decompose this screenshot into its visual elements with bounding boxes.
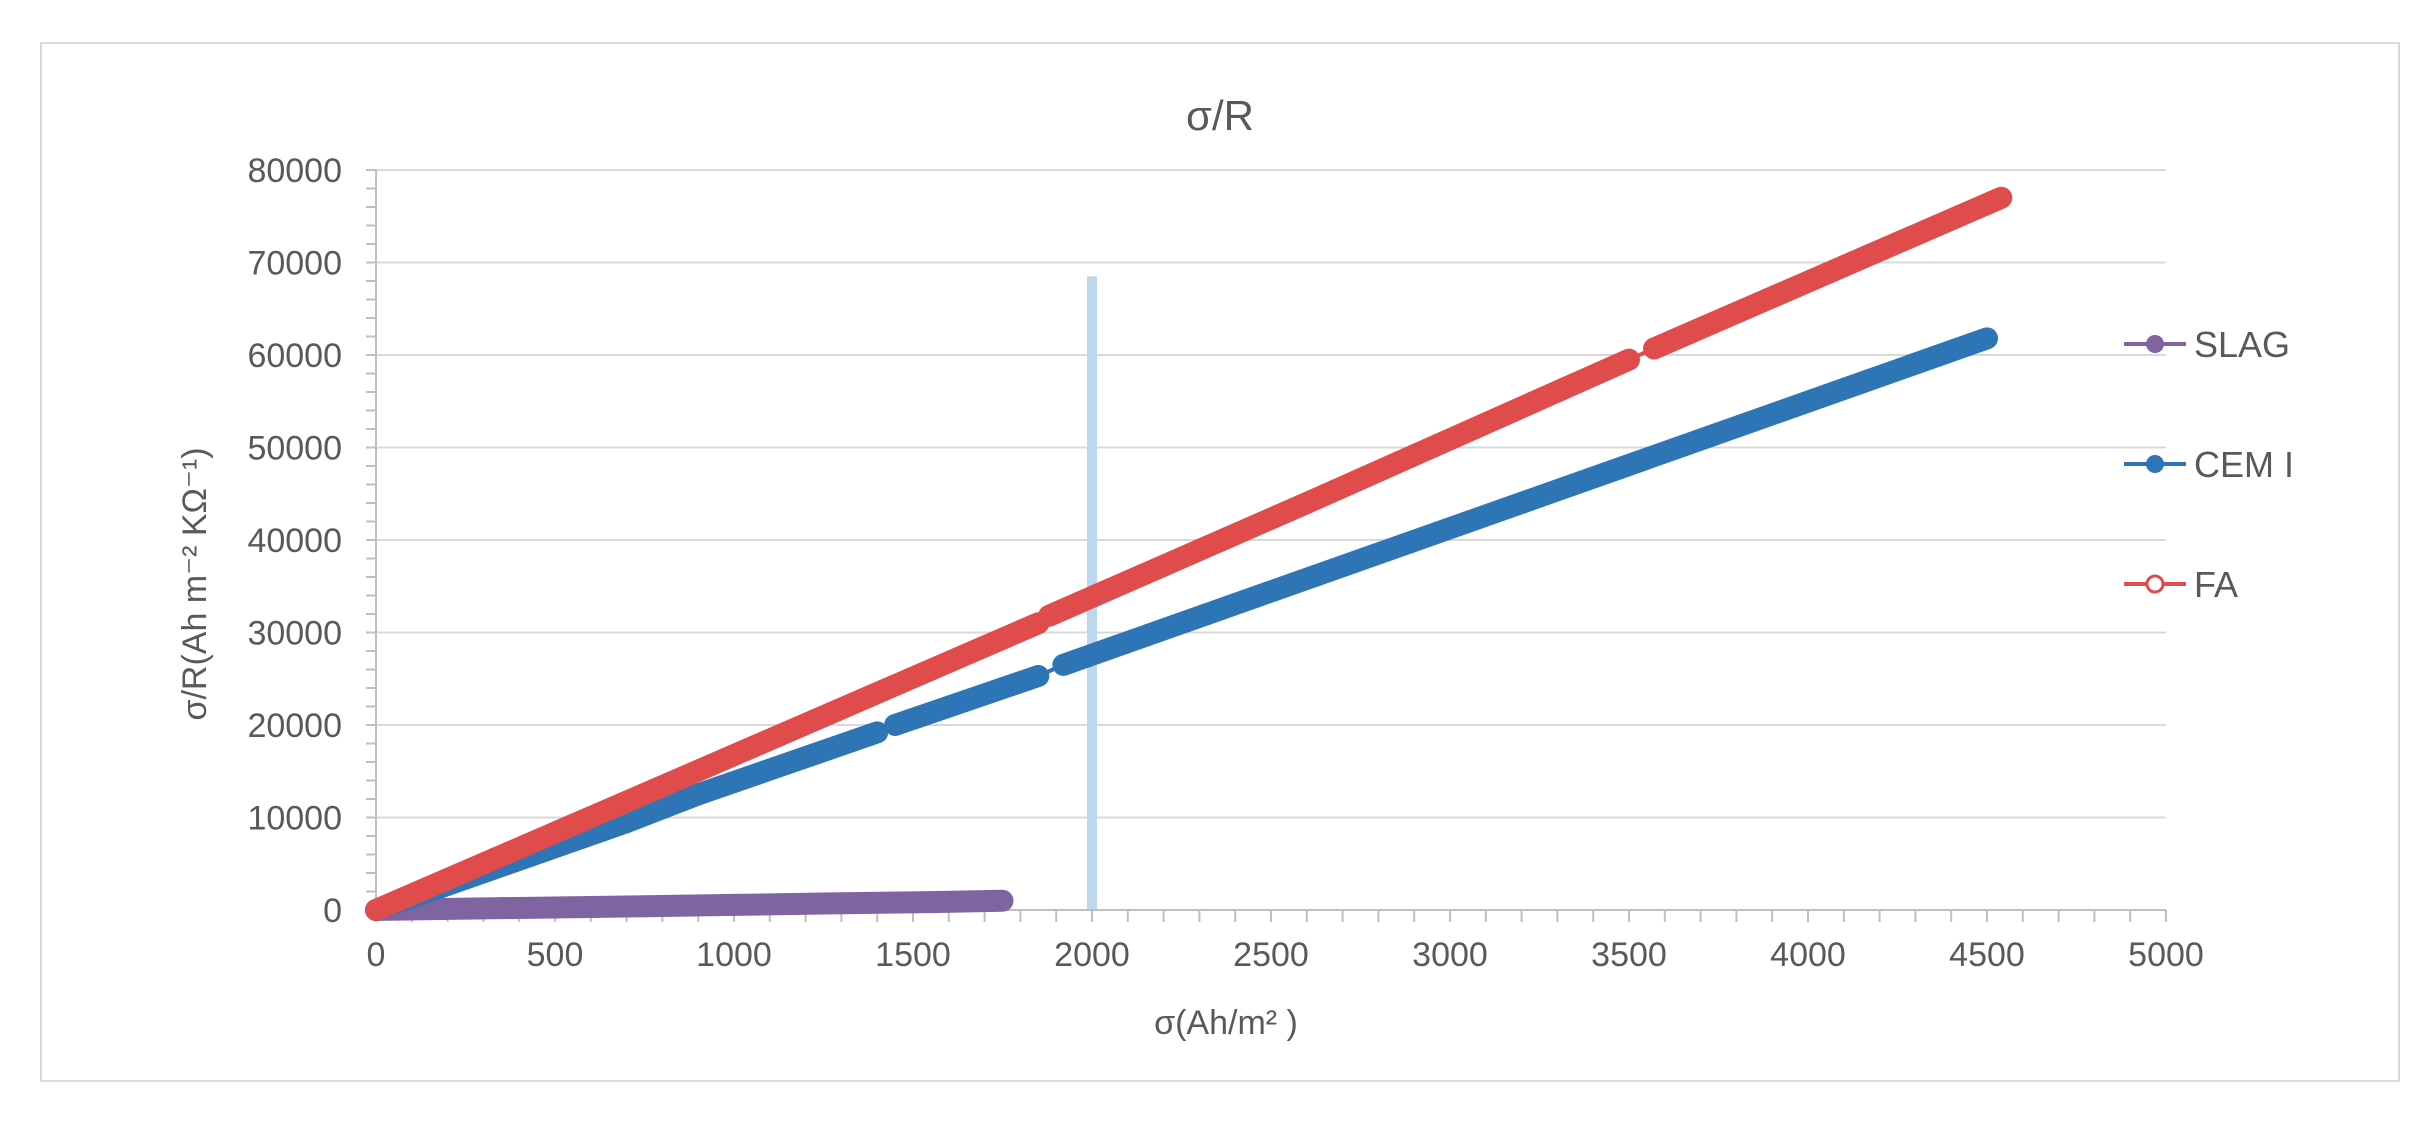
x-tick-label: 3000 [1412, 936, 1488, 974]
y-tick-label: 50000 [247, 430, 342, 468]
y-tick-label: 40000 [247, 522, 342, 560]
legend-label: CEM I [2194, 444, 2294, 485]
data-marker-segment [1643, 186, 2013, 360]
data-marker-segment [919, 889, 1014, 914]
legend-marker-icon [2146, 335, 2164, 353]
data-marker-segment [561, 612, 1050, 836]
data-marker-segment [1052, 327, 1998, 676]
chart-svg: σ/R 010000200003000040000500006000070000… [176, 92, 2294, 1042]
x-tick-label: 4500 [1949, 936, 2025, 974]
legend-label: FA [2194, 564, 2238, 605]
grid-layer [376, 169, 2166, 819]
data-marker-segment [490, 895, 656, 920]
x-axis-title: σ(Ah/m² ) [1154, 1004, 1298, 1042]
y-tick-label: 70000 [247, 245, 342, 283]
legend-marker-icon [2146, 455, 2164, 473]
y-tick-label: 10000 [247, 800, 342, 838]
legend: SLAG CEM I FA [2124, 324, 2294, 605]
series-slag [365, 889, 1014, 921]
x-tick-label: 2000 [1054, 936, 1130, 974]
legend-item-slag: SLAG [2124, 324, 2290, 365]
chart-title: σ/R [1186, 92, 1254, 139]
x-tick-label: 1500 [875, 936, 951, 974]
chart-frame: σ/R 0 10000 20000 30000 40000 50000 60000 70000… [40, 42, 2400, 1082]
series-fa [365, 186, 2013, 921]
y-axis-title: σ/R(Ah m⁻² KΩ⁻¹) [176, 447, 214, 720]
data-marker-segment [884, 664, 1050, 736]
x-tick-label: 3500 [1591, 936, 1667, 974]
y-tick-label: 30000 [247, 615, 342, 653]
data-marker-segment [1038, 492, 1318, 627]
series-cem-i [365, 327, 1998, 921]
data-marker-segment [1295, 348, 1640, 514]
legend-label: SLAG [2194, 324, 2290, 365]
data-marker-segment [687, 721, 889, 806]
x-tick-label: 2500 [1233, 936, 1309, 974]
x-tick-label: 0 [367, 936, 386, 974]
y-tick-label: 60000 [247, 337, 342, 375]
data-marker-segment [365, 813, 584, 921]
axis-layer: 0100002000030000400005000060000700008000… [247, 152, 2203, 974]
y-tick-label: 80000 [247, 152, 342, 190]
x-tick-label: 5000 [2128, 936, 2204, 974]
data-marker-segment [615, 783, 710, 834]
x-tick-label: 500 [527, 936, 584, 974]
data-marker-segment [723, 892, 835, 916]
legend-marker-icon [2145, 574, 2165, 594]
x-tick-label: 1000 [696, 936, 772, 974]
y-tick-label: 20000 [247, 707, 342, 745]
legend-item-fa: FA [2124, 564, 2238, 605]
series-layer [365, 186, 2013, 921]
data-marker-segment [812, 891, 942, 915]
legend-item-cem-i: CEM I [2124, 444, 2294, 485]
x-tick-label: 4000 [1770, 936, 1846, 974]
data-marker-segment [633, 893, 745, 918]
y-tick-label: 0 [323, 892, 342, 930]
